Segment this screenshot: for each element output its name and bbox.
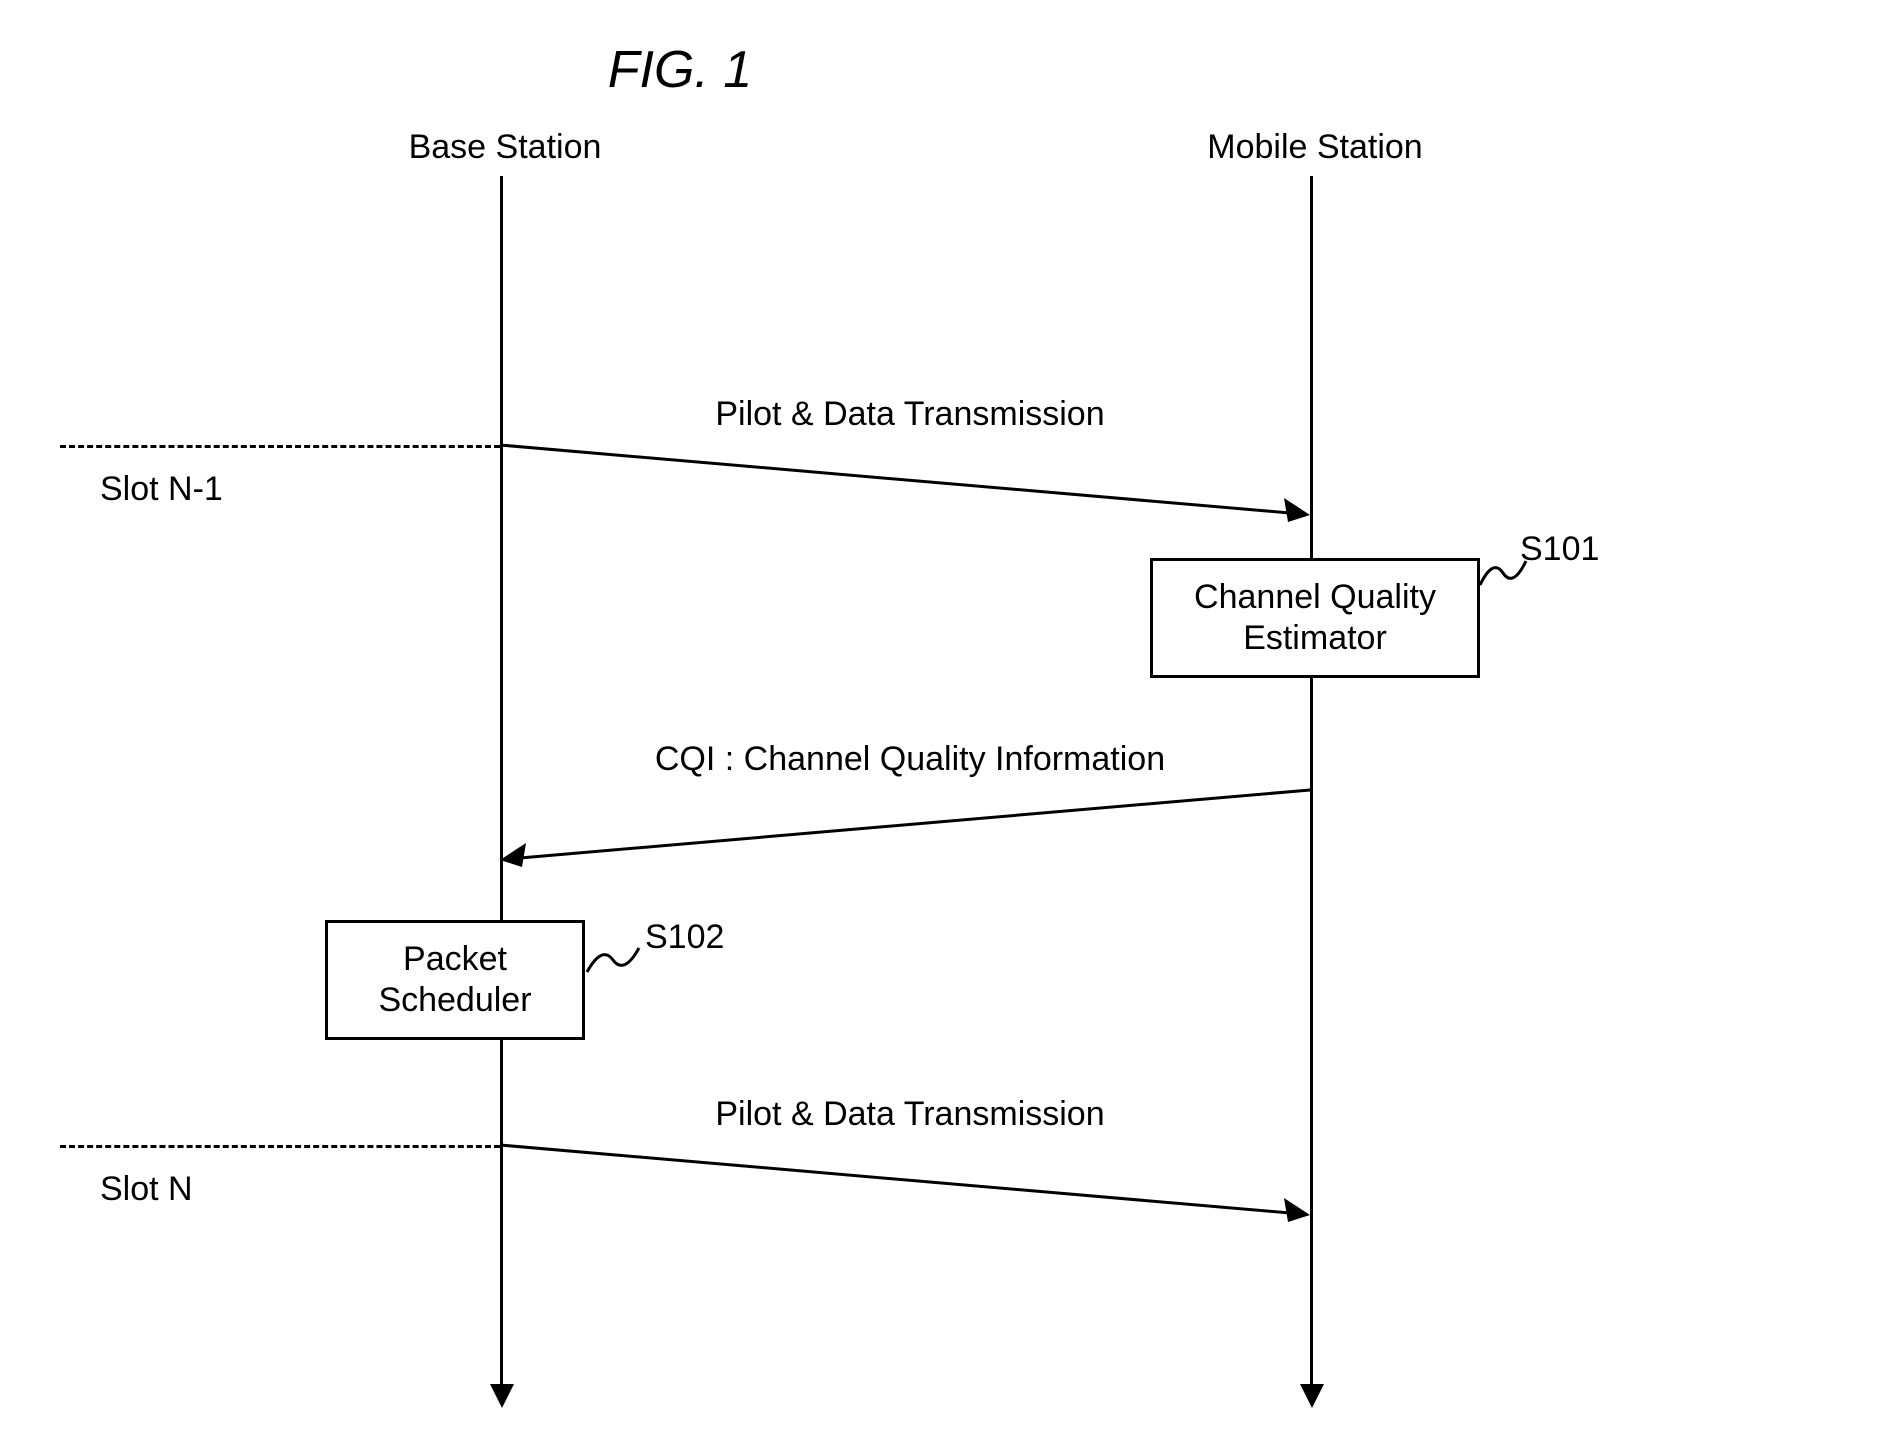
figure-title: FIG. 1 bbox=[580, 40, 780, 100]
message-label: CQI : Channel Quality Information bbox=[620, 740, 1200, 779]
message-arrow-right bbox=[500, 440, 1315, 525]
slot-divider bbox=[60, 445, 500, 448]
base-station-arrow bbox=[490, 1384, 514, 1408]
message-arrow-right bbox=[500, 1140, 1315, 1225]
base-station-label: Base Station bbox=[390, 128, 620, 167]
mobile-station-label: Mobile Station bbox=[1195, 128, 1435, 167]
slot-label: Slot N-1 bbox=[100, 470, 223, 509]
box-label: Channel QualityEstimator bbox=[1194, 577, 1436, 659]
mobile-station-arrow bbox=[1300, 1384, 1324, 1408]
slot-divider bbox=[60, 1145, 500, 1148]
channel-quality-estimator-box: Channel QualityEstimator bbox=[1150, 558, 1480, 678]
message-arrow-left bbox=[498, 785, 1313, 870]
sequence-diagram: FIG. 1 Base Station Mobile Station Slot … bbox=[0, 0, 1898, 1447]
box-label: PacketScheduler bbox=[378, 939, 531, 1021]
message-label: Pilot & Data Transmission bbox=[690, 395, 1130, 434]
slot-label: Slot N bbox=[100, 1170, 193, 1209]
step-label: S101 bbox=[1520, 530, 1599, 569]
step-label: S102 bbox=[645, 918, 724, 957]
message-label: Pilot & Data Transmission bbox=[690, 1095, 1130, 1134]
packet-scheduler-box: PacketScheduler bbox=[325, 920, 585, 1040]
step-connector bbox=[585, 940, 643, 980]
